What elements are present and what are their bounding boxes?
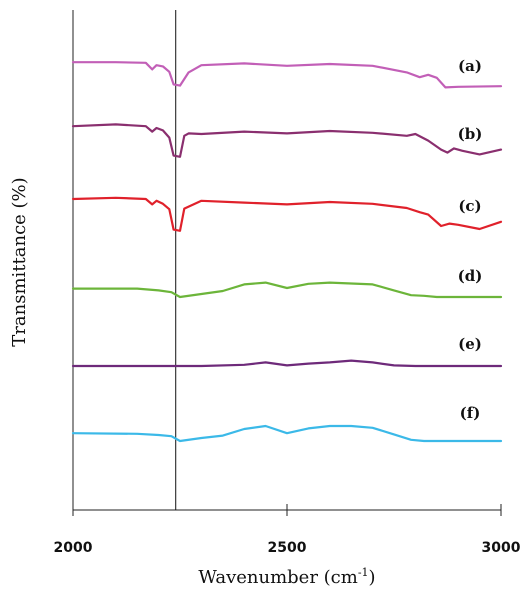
series-line [71, 359, 503, 368]
y-axis-title: Transmittance (%) [9, 177, 30, 346]
series-line [71, 123, 503, 158]
series-label: (a) [458, 57, 482, 75]
series-label: (c) [458, 197, 481, 215]
series-line [71, 281, 503, 299]
x-tick-label: 3000 [482, 540, 520, 556]
series-label: (e) [458, 335, 482, 353]
series-label: (d) [458, 267, 483, 285]
x-axis-title-main: Wavenumber (cm [198, 567, 357, 588]
x-tick-label: 2500 [268, 540, 307, 556]
series-line [71, 61, 503, 89]
series-line [71, 196, 503, 232]
series-labels: (a) (b) (c) (d) (e) (f) [458, 57, 483, 422]
series-line [71, 424, 503, 443]
x-ticks: 2000 2500 3000 [54, 504, 520, 556]
series-group [71, 61, 503, 443]
x-tick-label: 2000 [54, 540, 93, 556]
x-axis-title-end: ) [369, 567, 376, 588]
series-label: (f) [460, 404, 481, 422]
x-axis-title: Wavenumber (cm-1) [198, 566, 375, 588]
x-axis-title-sup: -1 [358, 566, 369, 579]
series-label: (b) [458, 125, 483, 143]
